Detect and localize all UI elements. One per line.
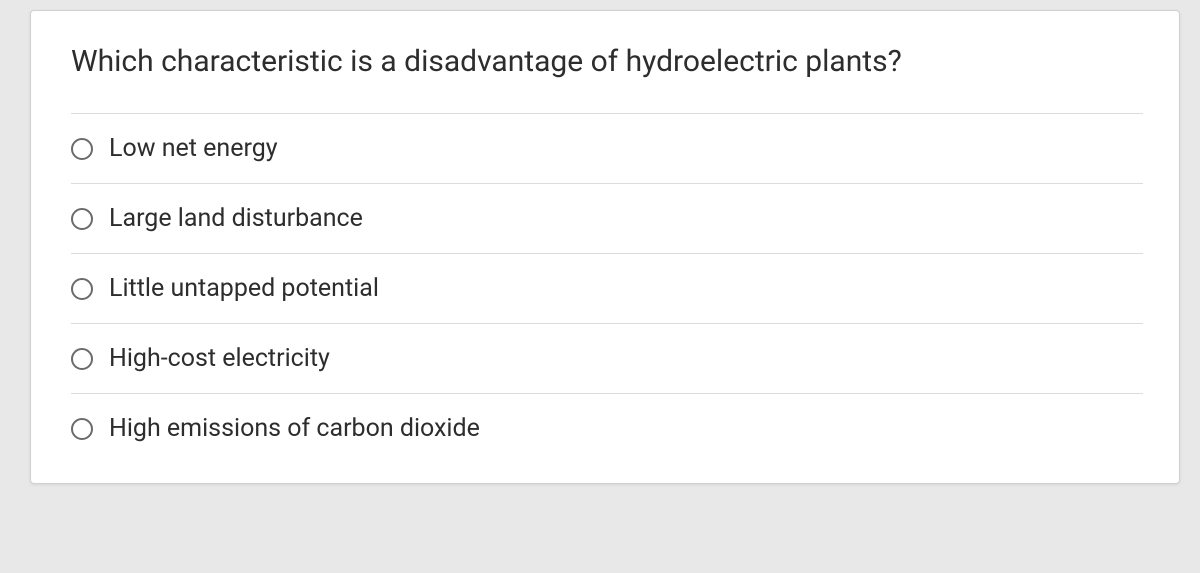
- radio-unchecked-icon[interactable]: [71, 418, 93, 440]
- options-container: Low net energy Large land disturbance Li…: [31, 113, 1179, 483]
- option-label: Little untapped potential: [109, 274, 379, 303]
- radio-unchecked-icon[interactable]: [71, 208, 93, 230]
- radio-unchecked-icon[interactable]: [71, 348, 93, 370]
- radio-unchecked-icon[interactable]: [71, 138, 93, 160]
- option-row[interactable]: Low net energy: [71, 113, 1143, 183]
- option-row[interactable]: Little untapped potential: [71, 253, 1143, 323]
- radio-unchecked-icon[interactable]: [71, 278, 93, 300]
- option-row[interactable]: High emissions of carbon dioxide: [71, 393, 1143, 463]
- option-label: Low net energy: [109, 134, 278, 163]
- question-card: Which characteristic is a disadvantage o…: [30, 10, 1180, 484]
- option-label: High emissions of carbon dioxide: [109, 414, 480, 443]
- option-label: High-cost electricity: [109, 344, 330, 373]
- question-text: Which characteristic is a disadvantage o…: [31, 11, 1179, 113]
- option-label: Large land disturbance: [109, 204, 363, 233]
- option-row[interactable]: High-cost electricity: [71, 323, 1143, 393]
- option-row[interactable]: Large land disturbance: [71, 183, 1143, 253]
